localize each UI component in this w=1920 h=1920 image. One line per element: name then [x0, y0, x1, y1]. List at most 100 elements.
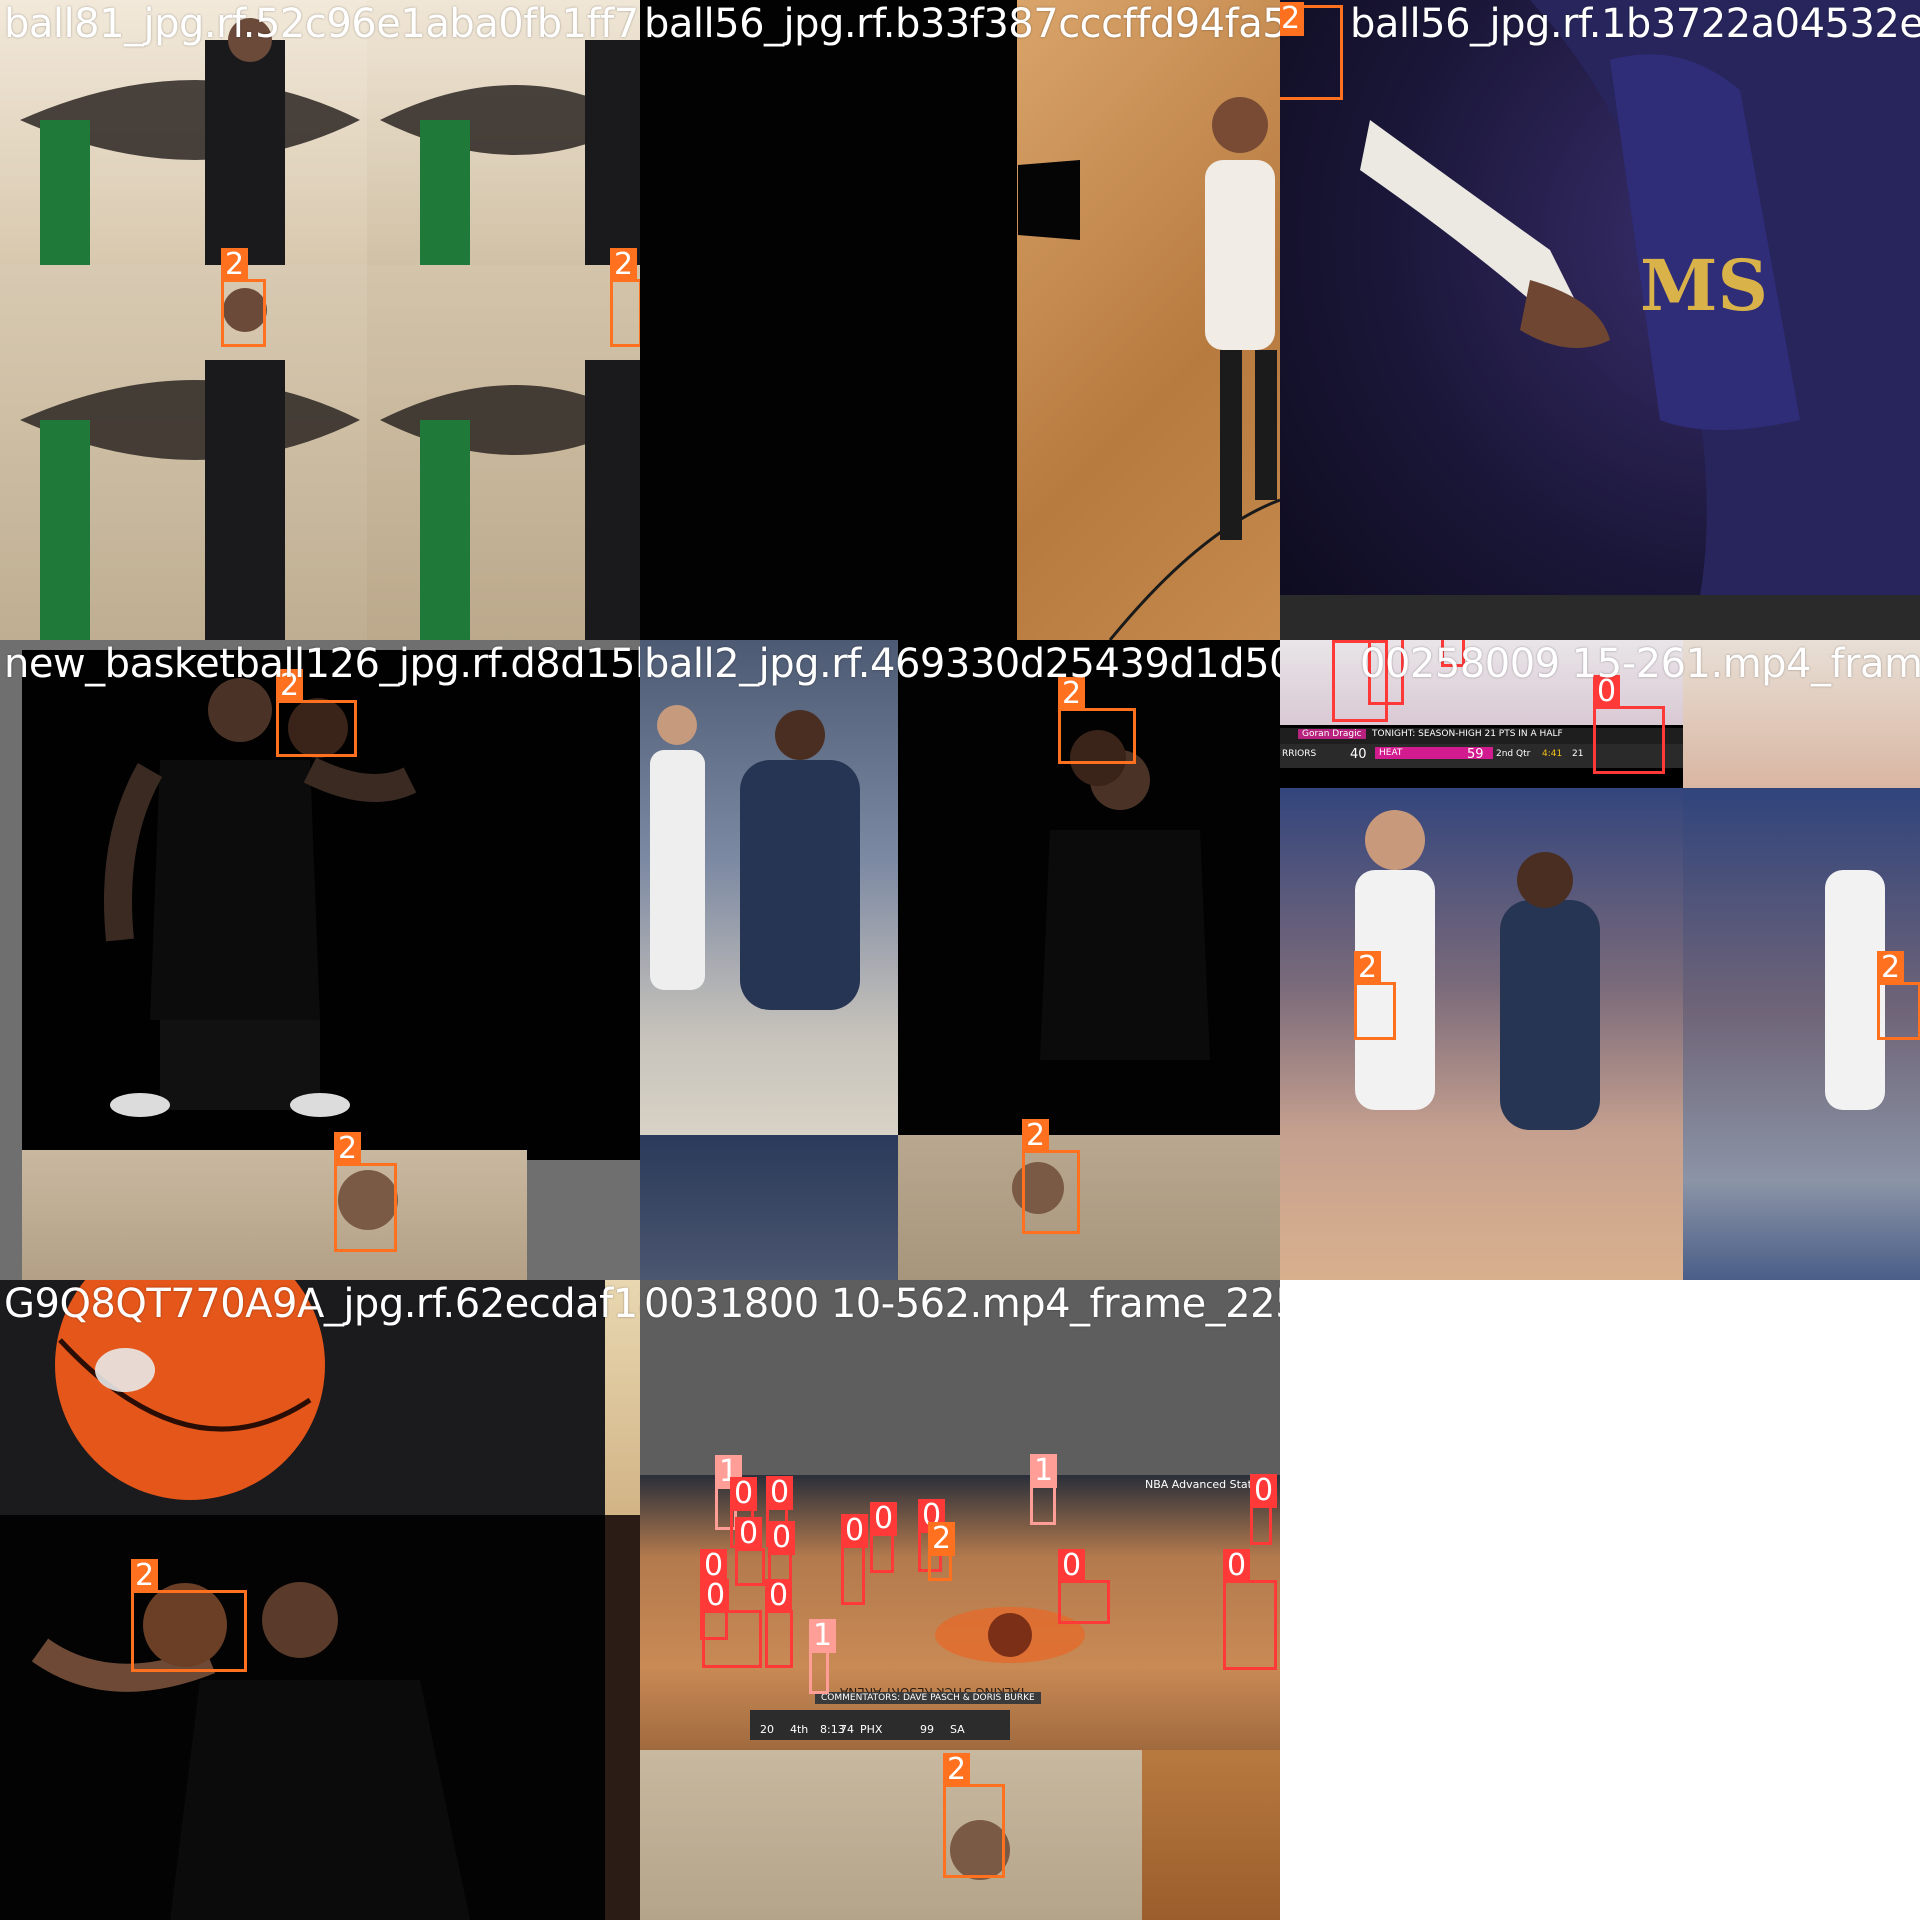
bbox-label: 2: [610, 248, 638, 282]
score-away: SA: [950, 1723, 965, 1736]
bbox-label: 2: [943, 1753, 971, 1787]
tile-5-art: [650, 705, 1210, 1214]
tile-4: 2 2 new_basketball126_jpg.rf.d8d15bdaadb…: [0, 640, 640, 1280]
bbox-tile-8-13: 2: [928, 1522, 956, 1581]
scorebug-right-team: HEAT: [1375, 747, 1493, 759]
empty-cell: [1280, 1280, 1920, 1920]
tile-5: 2 2 ball2_jpg.rf.469330d25439d1d504e81: [640, 640, 1280, 1280]
scorebug-shot-clock: 21: [1572, 749, 1584, 759]
bbox-label: 0: [1058, 1549, 1086, 1583]
scorebug-quarter: 2nd Qtr: [1496, 749, 1531, 759]
bbox-tile-8-4: 0: [735, 1517, 765, 1586]
tile-1-art: [20, 18, 640, 640]
score-home: PHX: [860, 1723, 883, 1736]
scorebug-left-score: 40: [1350, 747, 1367, 762]
tile-5-title: ball2_jpg.rf.469330d25439d1d504e81: [644, 641, 1280, 687]
bbox-label: 0: [700, 1549, 728, 1583]
scorebug: Goran Dragic TONIGHT: SEASON-HIGH 21 PTS…: [1280, 728, 1683, 768]
bbox-tile-6-f: 2: [1877, 951, 1920, 1040]
tile-6: Goran Dragic TONIGHT: SEASON-HIGH 21 PTS…: [1280, 640, 1920, 1280]
bbox-tile-8-17: 0: [1223, 1549, 1277, 1670]
bbox-label: 0: [1250, 1474, 1278, 1508]
tile-3-art: MS: [1360, 0, 1920, 595]
bbox-label: 2: [1280, 2, 1305, 36]
bbox-tile-8-18: 2: [943, 1753, 1005, 1878]
bbox-tile-6-d: 0: [1593, 675, 1665, 774]
bbox-label: 2: [1058, 677, 1086, 711]
bbox-label: 2: [276, 669, 304, 703]
tile-7-art: [31, 1280, 470, 1920]
tile-6-title: 00258009 15-261.mp4_frame_292.jpg: [1360, 641, 1920, 687]
bbox-tile-8-5: 0: [768, 1521, 796, 1590]
broadcast-scorebug: 4th 8:13 PHX 74 SA 99 20: [750, 1720, 1010, 1740]
scorebug-left-team: RRIORS: [1282, 749, 1317, 759]
bbox-label: 0: [768, 1521, 796, 1555]
bbox-label: 2: [334, 1132, 362, 1166]
bbox-label: 0: [765, 1579, 793, 1613]
tile-8-art: [750, 1607, 1085, 1880]
score-quarter: 4th: [790, 1723, 809, 1736]
bbox-label: 0: [841, 1514, 869, 1548]
tile-2-title: ball56_jpg.rf.b33f387cccffd94fa59224ad56: [644, 1, 1280, 47]
tile-2: ball56_jpg.rf.b33f387cccffd94fa59224ad56: [640, 0, 1280, 640]
scorebug-right-score: 59: [1467, 747, 1484, 762]
banner-text: COMMENTATORS: DAVE PASCH & DORIS BURKE: [815, 1692, 1041, 1704]
tile-3: MS 2 ball56_jpg.rf.1b3722a04532e09f6274e: [1280, 0, 1920, 640]
bbox-label: 0: [730, 1477, 758, 1511]
svg-text:MS: MS: [1640, 244, 1768, 327]
score-shot-clock: 20: [760, 1723, 774, 1736]
bbox-tile-6-a: 0: [1332, 640, 1388, 722]
tile-4-title: new_basketball126_jpg.rf.d8d15bdaadball2…: [4, 641, 640, 687]
bbox-label: 1: [809, 1619, 837, 1653]
tile-1: 2 2 ball81_jpg.rf.52c96e1aba0fb1ff72e2f1…: [0, 0, 640, 640]
score-away-score: 99: [920, 1723, 934, 1736]
tile-4-art: [104, 678, 417, 1230]
bbox-tile-8-15: 0: [1058, 1549, 1110, 1624]
tile-8: TALKING STICK RESORT ARENA NBA Advanced …: [640, 1280, 1280, 1920]
bbox-label: 0: [766, 1476, 794, 1510]
bbox-tile-4-a: 2: [276, 669, 357, 757]
bbox-tile-8-9: 1: [809, 1619, 837, 1694]
scorebug-banner: TONIGHT: SEASON-HIGH 21 PTS IN A HALF: [1372, 729, 1563, 739]
bbox-tile-6-c: 0: [1441, 640, 1465, 667]
bbox-label: 2: [928, 1522, 956, 1556]
bbox-tile-4-b: 2: [334, 1132, 397, 1252]
tile-7: 2 G9Q8QT770A9A_jpg.rf.62ecdaf1854: [0, 1280, 640, 1920]
bbox-tile-8-7: 0: [702, 1579, 762, 1668]
bbox-label: 0: [1593, 675, 1621, 709]
bbox-tile-8-8: 0: [765, 1579, 793, 1668]
scorebug-clock: 4:41: [1542, 749, 1563, 759]
tile-1-title: ball81_jpg.rf.52c96e1aba0fb1ff72e2f15501…: [4, 1, 640, 47]
bbox-tile-3-a: 2: [1280, 2, 1343, 100]
bbox-tile-8-11: 0: [841, 1514, 869, 1605]
bbox-label: 0: [735, 1517, 763, 1551]
bbox-tile-5-a: 2: [1058, 677, 1136, 764]
bbox-label: 2: [221, 248, 249, 282]
bbox-label: 1: [1030, 1454, 1058, 1488]
bbox-tile-6-e: 2: [1354, 951, 1396, 1040]
tile-7-title: G9Q8QT770A9A_jpg.rf.62ecdaf1854: [4, 1281, 640, 1327]
bbox-label: 2: [1354, 951, 1382, 985]
bbox-tile-1-a: 2: [221, 248, 266, 347]
tile-2-art: [1018, 97, 1280, 640]
bbox-label: 0: [1223, 1549, 1251, 1583]
bbox-tile-6-b: 0: [1368, 640, 1404, 705]
bbox-tile-1-b: 2: [610, 248, 640, 347]
bbox-label: 2: [131, 1559, 159, 1593]
bbox-tile-8-10: 0: [870, 1502, 898, 1573]
bbox-label: 0: [870, 1502, 898, 1536]
bbox-tile-8-16: 0: [1250, 1474, 1278, 1545]
scorebug-player: Goran Dragic: [1298, 729, 1366, 739]
tile-3-title: ball56_jpg.rf.1b3722a04532e09f6274e: [1350, 1, 1920, 47]
bbox-label: 2: [1877, 951, 1905, 985]
bbox-label: 0: [702, 1579, 730, 1613]
bbox-tile-5-b: 2: [1022, 1119, 1080, 1234]
score-home-score: 74: [840, 1723, 854, 1736]
corner-text: NBA Advanced Stats: [1145, 1478, 1258, 1491]
bbox-tile-8-14: 1: [1030, 1454, 1058, 1525]
bbox-label: 2: [1022, 1119, 1050, 1153]
score-clock: 8:13: [820, 1723, 845, 1736]
bbox-tile-7-a: 2: [131, 1559, 247, 1672]
tile-8-title: 0031800 10-562.mp4_frame_225.jpg: [644, 1281, 1280, 1327]
